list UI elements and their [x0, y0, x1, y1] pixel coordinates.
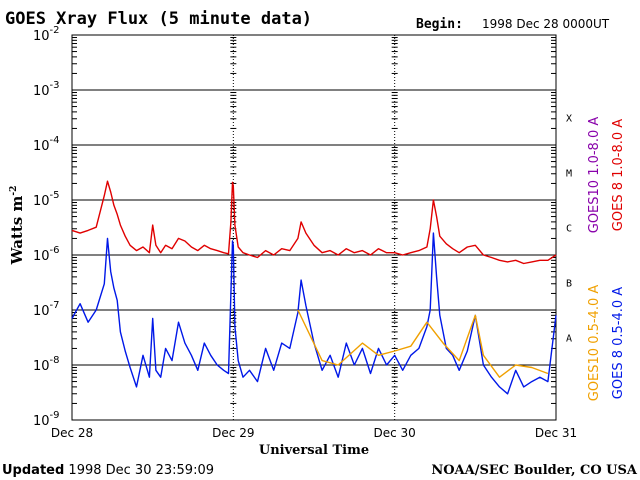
chart-title: GOES Xray Flux (5 minute data) — [5, 9, 312, 29]
x-axis-title: Universal Time — [259, 443, 369, 458]
y-tick-base: 10 — [33, 29, 50, 44]
y-tick-labels: 10-910-810-710-610-510-410-310-2 — [33, 25, 60, 429]
y-tick-exponent: -4 — [50, 135, 60, 146]
y-axis-title-exp: -2 — [9, 186, 19, 196]
flare-class-labels: A B C M X — [566, 114, 572, 345]
grid-vertical — [230, 35, 398, 420]
plot-frame — [71, 34, 557, 421]
legend-entry: GOES10 0.5-4.0 A — [587, 285, 602, 402]
series-line — [71, 232, 557, 395]
x-tick-label: Dec 29 — [212, 426, 254, 440]
y-tick-exponent: -6 — [50, 245, 60, 256]
y-tick-base: 10 — [33, 84, 50, 99]
y-tick-base: 10 — [33, 414, 50, 429]
y-tick-exponent: -8 — [50, 355, 60, 366]
y-tick-base: 10 — [33, 359, 50, 374]
y-tick-base: 10 — [33, 249, 50, 264]
x-tick-label: Dec 30 — [374, 426, 416, 440]
y-tick-base: 10 — [33, 139, 50, 154]
x-tick-label: Dec 31 — [535, 426, 577, 440]
footer-updated-value: 1998 Dec 30 23:59:09 — [68, 463, 214, 478]
legend-entry: GOES10 1.0-8.0 A — [587, 117, 602, 234]
y-tick-exponent: -9 — [50, 410, 60, 421]
begin-label: Begin: — [416, 17, 463, 32]
y-tick-label: 10-2 — [33, 25, 60, 44]
y-tick-base: 10 — [33, 304, 50, 319]
x-tick-label: Dec 28 — [51, 426, 93, 440]
flare-class-label: B — [566, 279, 572, 290]
y-tick-label: 10-6 — [33, 245, 60, 264]
y-tick-label: 10-4 — [33, 135, 60, 154]
legend-entry: GOES 8 0.5-4.0 A — [611, 287, 626, 399]
y-tick-label: 10-9 — [33, 410, 60, 429]
y-axis-title: Watts m-2 — [8, 186, 26, 266]
y-tick-label: 10-3 — [33, 80, 60, 99]
begin-value: 1998 Dec 28 0000UT — [482, 17, 610, 31]
flare-class-label: C — [566, 224, 572, 235]
flare-class-label: A — [566, 334, 572, 345]
flare-class-label: M — [566, 169, 572, 180]
series-line — [71, 180, 557, 265]
y-tick-exponent: -2 — [50, 25, 60, 36]
legend: GOES 8 1.0-8.0 A GOES10 1.0-8.0 A GOES 8 0… — [587, 117, 626, 402]
footer-updated-label: Updated — [2, 463, 64, 478]
y-tick-exponent: -5 — [50, 190, 60, 201]
y-tick-label: 10-7 — [33, 300, 60, 319]
y-tick-label: 10-5 — [33, 190, 60, 209]
y-tick-exponent: -3 — [50, 80, 60, 91]
series-line — [297, 309, 549, 378]
footer-credit: NOAA/SEC Boulder, CO USA — [431, 463, 638, 478]
y-tick-base: 10 — [33, 194, 50, 209]
grid-horizontal — [72, 37, 556, 404]
flare-class-label: X — [566, 114, 572, 125]
data-series — [71, 180, 557, 395]
y-axis-title-text: Watts m — [8, 196, 26, 266]
x-tick-labels: Dec 28 Dec 29 Dec 30 Dec 31 — [51, 426, 577, 440]
legend-entry: GOES 8 1.0-8.0 A — [611, 119, 626, 231]
y-tick-label: 10-8 — [33, 355, 60, 374]
y-tick-exponent: -7 — [50, 300, 60, 311]
footer-updated: Updated 1998 Dec 30 23:59:09 — [2, 463, 214, 478]
